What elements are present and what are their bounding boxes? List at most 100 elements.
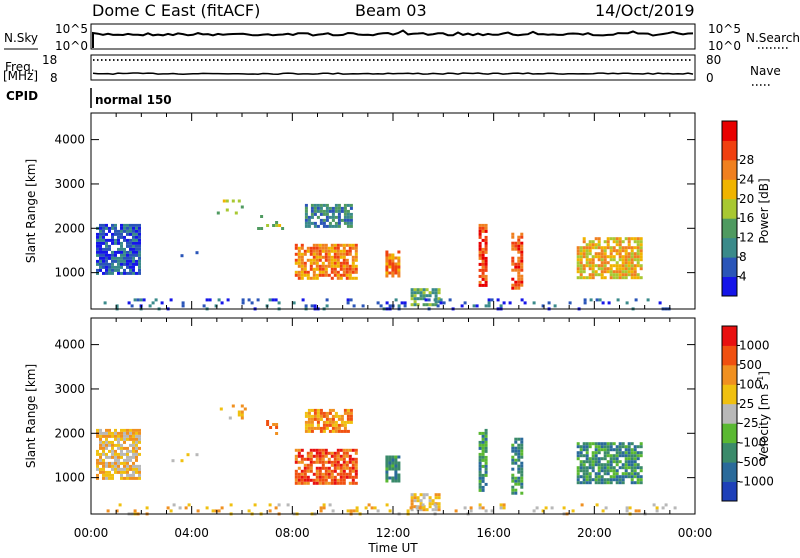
power-cell <box>391 268 395 272</box>
velocity-colorbar-segment-5 <box>722 384 737 405</box>
power-cell <box>520 253 524 257</box>
velocity-cell <box>315 478 319 482</box>
power-cell <box>428 303 432 307</box>
power-cell <box>222 199 226 203</box>
power-cell <box>523 301 527 305</box>
velocity-cell <box>303 478 307 482</box>
velocity-cell <box>428 499 432 503</box>
power-cell <box>318 255 322 259</box>
power-cell <box>336 255 340 259</box>
velocity-cell <box>636 454 640 458</box>
velocity-cell <box>327 451 331 455</box>
power-cell <box>108 247 111 251</box>
velocity-cell <box>346 509 350 513</box>
velocity-cell <box>349 411 353 415</box>
power-cell <box>603 267 607 271</box>
power-cell <box>478 274 482 278</box>
power-cell <box>594 255 598 259</box>
velocity-cell <box>612 475 616 479</box>
velocity-cell <box>621 475 625 479</box>
power-cell <box>333 261 337 265</box>
power-cell <box>600 246 604 250</box>
velocity-cell <box>319 408 323 412</box>
power-cell <box>304 212 308 216</box>
power-cell <box>114 241 117 245</box>
velocity-cell <box>229 503 233 507</box>
power-cell <box>336 246 340 250</box>
velocity-cell <box>312 478 316 482</box>
power-cell <box>636 276 640 280</box>
power-cell <box>300 264 304 268</box>
velocity-cell <box>126 455 129 459</box>
power-cell <box>333 270 337 274</box>
power-cell <box>627 264 631 268</box>
velocity-colorbar-label-2: 100 <box>739 377 762 391</box>
velocity-cell <box>324 448 328 452</box>
power-cell <box>615 273 619 277</box>
power-cell <box>321 249 325 253</box>
power-cell <box>336 276 340 280</box>
power-cell <box>625 301 629 305</box>
power-cell <box>337 209 341 213</box>
power-cell <box>582 246 586 250</box>
power-cell <box>385 256 389 260</box>
velocity-cell <box>132 428 135 432</box>
power-cell <box>600 276 604 280</box>
power-cell <box>511 286 515 290</box>
velocity-cell <box>624 466 628 470</box>
velocity-cell <box>324 454 328 458</box>
velocity-cell <box>562 506 566 510</box>
power-cell <box>511 262 515 266</box>
power-cell <box>129 268 132 272</box>
power-cell <box>618 258 622 262</box>
velocity-cell <box>437 505 441 509</box>
velocity-cell <box>268 503 272 507</box>
velocity-cell <box>108 434 111 438</box>
power-cell <box>336 252 340 256</box>
power-cell <box>96 232 99 236</box>
velocity-cell <box>618 475 622 479</box>
power-cell <box>422 294 426 298</box>
velocity-cell <box>123 464 126 468</box>
power-cell <box>303 252 307 256</box>
velocity-cell <box>609 469 613 473</box>
power-cell <box>514 241 518 245</box>
power-cell <box>278 224 282 227</box>
velocity-cell <box>639 478 643 482</box>
power-cell <box>517 235 521 239</box>
velocity-cell <box>99 428 102 432</box>
velocity-cell <box>135 467 138 471</box>
power-cell <box>304 221 308 225</box>
power-cell <box>594 264 598 268</box>
velocity-cell <box>520 437 524 441</box>
velocity-cell <box>600 469 604 473</box>
power-cell <box>484 229 488 233</box>
power-cell <box>337 206 341 210</box>
power-cell <box>484 235 488 239</box>
power-cell <box>478 229 482 233</box>
velocity-echo-region-10 <box>171 453 199 463</box>
velocity-cell <box>624 454 628 458</box>
velocity-cell <box>117 440 120 444</box>
velocity-cell <box>535 506 539 510</box>
velocity-ytick-label-0: 1000 <box>54 471 85 485</box>
power-cell <box>624 252 628 256</box>
power-cell <box>437 297 441 301</box>
velocity-cell <box>612 457 616 461</box>
power-cell <box>658 301 662 305</box>
power-cell <box>603 252 607 256</box>
power-cell <box>478 247 482 251</box>
velocity-cell <box>579 460 583 464</box>
velocity-cell <box>630 454 634 458</box>
power-cell <box>478 280 482 284</box>
velocity-cell <box>520 470 524 474</box>
velocity-cell <box>133 509 137 513</box>
velocity-cell <box>416 496 420 500</box>
power-cell <box>132 235 135 239</box>
velocity-cell <box>321 478 325 482</box>
velocity-cell <box>603 463 607 467</box>
velocity-cell <box>352 509 356 513</box>
power-cell <box>318 267 322 271</box>
power-cell <box>132 244 135 248</box>
